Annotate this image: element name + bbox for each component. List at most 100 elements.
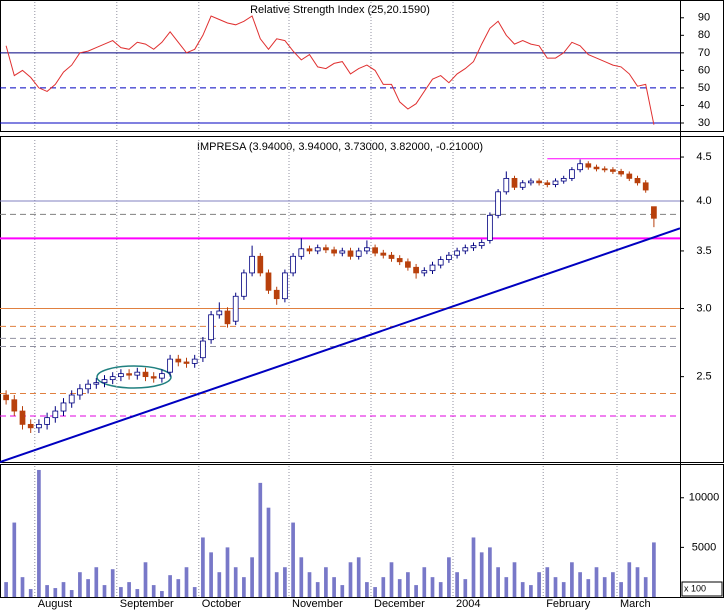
x-tick-label: October [202,598,241,610]
y-tick-label: 50 [698,82,710,94]
volume-bar [570,562,574,597]
trendline [0,227,681,464]
candle-body [232,295,239,322]
y-tick-label: 40 [698,99,710,111]
volume-bar [611,572,615,597]
volume-bar [545,567,550,597]
candle-body [552,180,559,185]
candle-body [11,399,18,412]
volume-bar [86,579,90,597]
candle-body [405,261,411,268]
volume-bar [102,585,107,597]
candle-body [454,250,460,256]
x-tick-label: December [374,598,425,610]
volume-bar [479,552,484,597]
rsi-title: Relative Strength Index (25,20.1590) [250,4,430,16]
volume-bar [520,582,525,597]
y-tick-label: 5000 [692,541,716,553]
volume-bar [250,557,254,597]
volume-bar [110,569,115,597]
volume-bar [78,572,82,597]
candle-body [159,373,165,379]
candle-body [585,163,592,168]
y-tick-label: 80 [698,29,710,41]
volume-bar [496,567,500,597]
x-tick-label: February [546,598,591,610]
candle-body [200,340,206,359]
volume-bar [529,585,533,597]
candle-body [634,177,641,184]
candle-body [478,242,485,247]
price-title: IMPRESA (3.94000, 3.94000, 3.73000, 3.82… [197,141,483,153]
y-tick-label: 90 [698,12,710,24]
candle-body [388,254,395,259]
candle-body [3,394,9,401]
candle-body [44,417,50,425]
volume-bar [373,587,377,597]
candle-body [93,382,100,385]
candle-body [446,254,452,260]
candle-body [519,182,526,188]
candle-body [167,358,173,373]
volume-bar [209,552,213,597]
volume-bar [143,562,148,597]
volume-bar [406,572,410,597]
candle-body [109,376,116,381]
volume-bar [627,562,632,597]
volume-bar [127,582,131,597]
candle-body [544,182,551,185]
candle-body [347,250,354,257]
x-tick-label: August [38,598,72,610]
unit-box [681,581,723,597]
candle-body [487,214,493,241]
candle-body [101,379,108,384]
volume-bar [430,577,435,597]
y-tick-label: 4.5 [696,151,711,163]
volume-bar [332,577,336,597]
volume-bar [12,522,17,597]
candle-body [249,255,255,274]
x-tick-label: September [120,598,174,610]
candle-body [495,191,501,216]
volume-bar [176,579,181,597]
volume-unit: x 100 [684,583,706,593]
volume-bar [291,522,295,597]
candle-body [216,310,223,316]
candle-body [150,376,157,379]
volume-bar [266,507,271,597]
volume-bar [381,577,386,597]
y-tick-label: 4.0 [696,195,711,207]
y-tick-label: 30 [698,117,710,129]
candle-body [413,266,419,274]
volume-bar [69,590,74,597]
candle-body [298,248,305,257]
volume-bar [643,577,648,597]
candle-body [273,289,280,300]
volume-bar [512,562,517,597]
highlight-ellipse [96,365,172,389]
candle-body [27,423,34,429]
volume-bar [315,582,320,597]
volume-bar [463,579,468,597]
candle-body [118,373,124,378]
candle-body [68,394,75,404]
volume-bar [94,567,99,597]
volume-bar [274,572,279,597]
candle-body [372,247,378,254]
rsi-line [5,15,655,125]
candle-body [364,247,370,252]
volume-bar [356,557,361,597]
candle-body [536,180,542,184]
candle-body [208,314,214,341]
volume-bar [119,587,123,597]
volume-bar [4,582,8,597]
candle-body [437,259,444,266]
candle-body [241,272,247,297]
y-tick-label: 70 [698,47,710,59]
volume-bar [455,572,459,597]
volume-bar [53,588,58,597]
volume-bar [307,572,312,597]
candle-body [126,373,132,376]
volume-bar [217,572,222,597]
